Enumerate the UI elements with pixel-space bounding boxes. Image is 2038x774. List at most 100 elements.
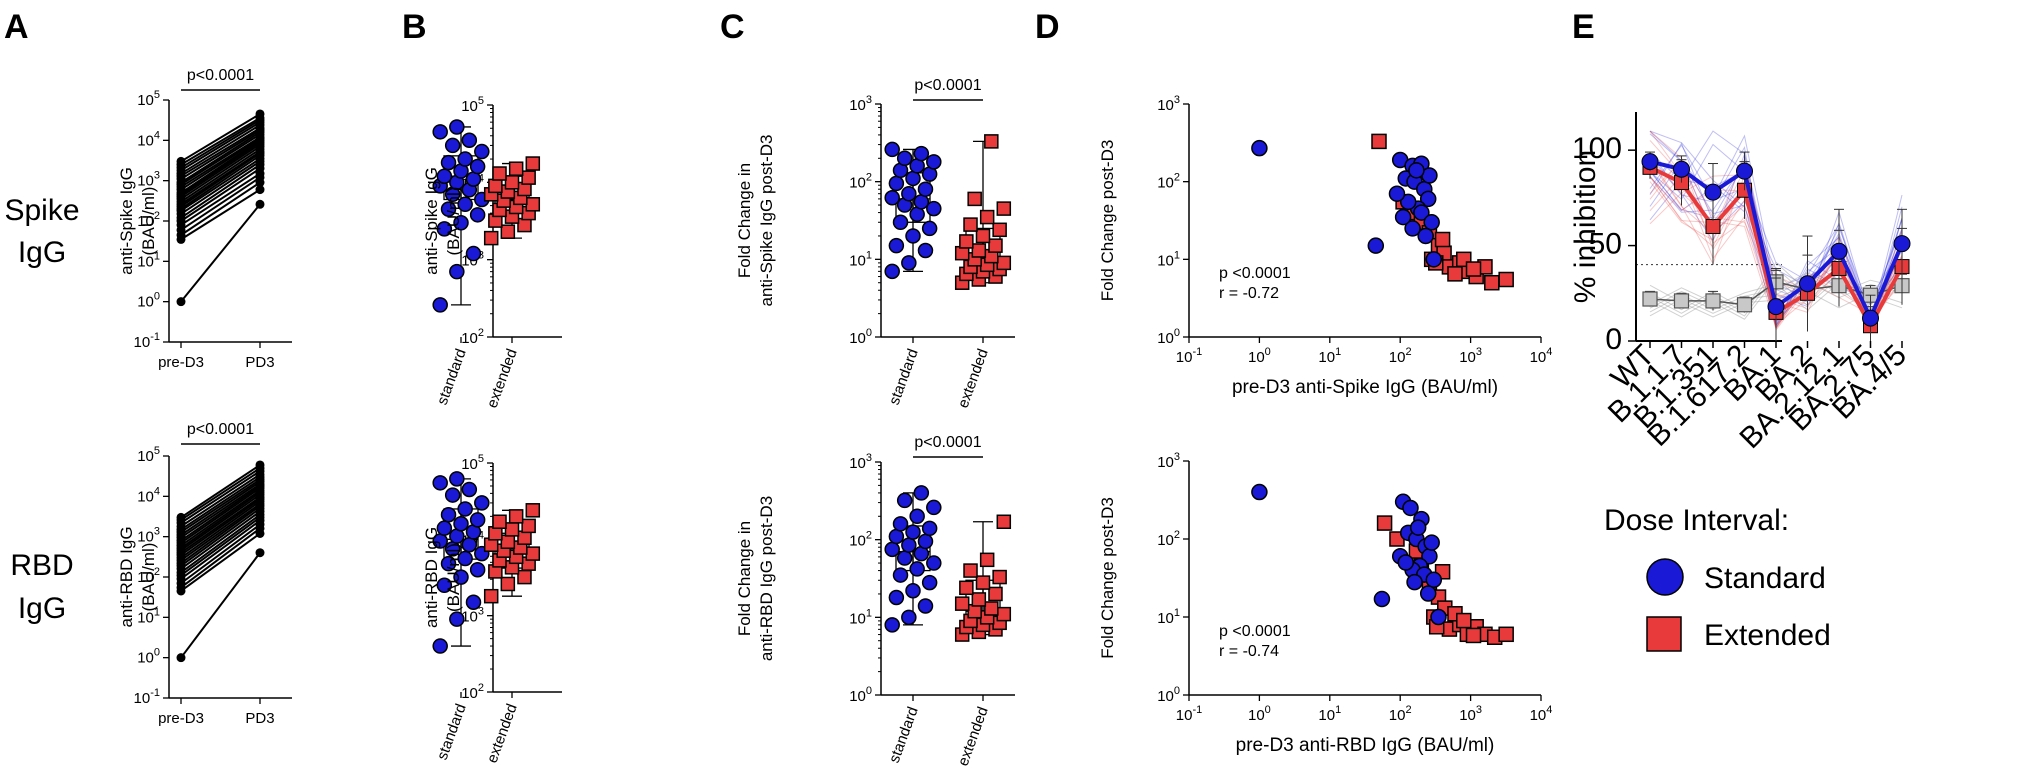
c-rbd-extended-point — [954, 596, 970, 611]
d-rbd-ytick-label-1: 102 — [1157, 529, 1180, 549]
b-rbd-standard-point — [449, 471, 465, 487]
c-rbd-standard-point — [905, 524, 921, 540]
c-rbd-ylabel-line1: Fold Change in — [735, 521, 754, 636]
b-rbd-standard-point — [440, 555, 457, 572]
c-rbd-extended-point — [992, 569, 1007, 585]
c-spike-ytick-label-3: 100 — [849, 327, 872, 347]
b-spike-extended-point — [492, 166, 507, 181]
c-spike-standard-point — [917, 242, 934, 259]
a-rbd-ytick-label-3: 102 — [137, 566, 160, 586]
b-spike-standard-point — [436, 221, 453, 237]
e-control-point — [1705, 293, 1721, 309]
c-rbd-standard-point — [888, 528, 905, 545]
a-rbd-ytick-label-1: 104 — [137, 485, 160, 505]
a-spike-pair-line — [180, 119, 261, 169]
a-rbd-pair-line — [180, 491, 261, 549]
d-spike-ytick-label-2: 101 — [1157, 249, 1180, 269]
b-rbd-standard-point — [440, 506, 457, 523]
c-rbd-p-value: p<0.0001 — [914, 434, 981, 451]
b-spike-ylabel-line1: anti-Spike IgG — [422, 167, 441, 275]
a-spike-ylabel-line2: (BAU/ml) — [139, 187, 158, 256]
d-spike-stat-p: p <0.0001 — [1219, 265, 1291, 282]
c-rbd-standard-point — [921, 574, 938, 591]
d-rbd-stat-r: r = -0.74 — [1219, 643, 1279, 660]
b-rbd-standard-point — [457, 501, 473, 517]
a-rbd-ylabel-line1: anti-RBD IgG — [117, 526, 136, 627]
c-spike-xtick-label-0: standard — [886, 347, 922, 408]
c-rbd-extended-point — [988, 586, 1003, 602]
panel-label-b: B — [402, 8, 427, 46]
a-rbd-pair-line — [180, 500, 261, 559]
a-rbd-pair-line — [180, 476, 261, 531]
e-extended-point — [1705, 219, 1721, 234]
c-spike-standard-point — [901, 255, 917, 271]
b-spike-extended-point — [504, 175, 520, 190]
a-rbd-pair-line — [180, 496, 261, 554]
a-spike-pair-line — [180, 181, 261, 236]
a-rbd-pair-line — [180, 483, 261, 539]
b-spike-ylabel-line2: (BAU/ml) — [444, 187, 463, 256]
row-label-spike-line1: Spike — [4, 194, 79, 227]
b-spike-standard-point — [432, 297, 448, 313]
c-rbd-standard-point — [909, 561, 925, 577]
b-rbd-extended-point — [500, 534, 516, 549]
a-spike-pair-line — [180, 203, 261, 303]
b-spike-extended-point — [508, 161, 524, 176]
b-rbd-extended-point — [525, 546, 541, 561]
b-spike-standard-point — [469, 207, 486, 223]
legend-standard-marker — [1646, 558, 1684, 596]
a-spike-pair-line — [180, 117, 261, 166]
b-spike-standard-point — [449, 263, 465, 280]
d-rbd-ytick-label-0: 103 — [1157, 451, 1180, 471]
e-standard-point — [1767, 298, 1785, 316]
d-rbd-standard-point — [1402, 499, 1419, 517]
d-spike-xtick-label-2: 101 — [1318, 346, 1341, 366]
b-spike-standard-point — [436, 168, 453, 184]
b-spike-standard-point — [457, 196, 473, 213]
b-rbd-ylabel-line2: (BAU/ml) — [444, 543, 463, 612]
d-rbd-xtick-label-4: 103 — [1459, 704, 1482, 724]
b-rbd-extended-point — [500, 576, 516, 592]
d-spike-stat-r: r = -0.72 — [1219, 285, 1279, 302]
a-rbd-ylabel-line2: (BAU/ml) — [139, 543, 158, 612]
b-rbd-ytick-label-0: 105 — [461, 453, 484, 473]
b-spike-extended-point — [500, 224, 516, 239]
a-spike-post-point — [255, 185, 265, 195]
c-spike-ylabel-line1: Fold Change in — [735, 163, 754, 278]
c-rbd-standard-point — [913, 485, 930, 501]
c-rbd-standard-point — [909, 508, 925, 525]
c-spike-p-value: p<0.0001 — [914, 77, 981, 94]
c-spike-standard-point — [905, 170, 921, 187]
a-spike-ylabel-line1: anti-Spike IgG — [117, 167, 136, 275]
row-label-rbd-line2: IgG — [18, 592, 66, 625]
c-spike-ytick-label-1: 102 — [849, 172, 872, 192]
c-rbd-standard-point — [901, 609, 917, 626]
a-spike-pair-line — [180, 121, 261, 172]
legend: Dose Interval: Standard Extended — [1604, 504, 1831, 652]
e-control-point — [1673, 293, 1690, 309]
b-spike-extended-point — [521, 170, 536, 185]
a-spike-pair-line — [180, 145, 261, 200]
c-spike-ylabel-line2: anti-Spike IgG post-D3 — [757, 135, 776, 307]
b-rbd-ytick-label-3: 102 — [461, 682, 484, 702]
a-spike-pair-line — [180, 167, 261, 222]
legend-extended-label: Extended — [1704, 619, 1831, 652]
a-rbd-ytick-label-2: 103 — [137, 526, 160, 546]
b-rbd-standard-point — [474, 495, 490, 511]
a-rbd-pair-line — [180, 552, 261, 659]
b-rbd-standard-point — [436, 577, 453, 594]
row-label-spike-line2: IgG — [18, 236, 66, 269]
a-rbd-pair-line — [180, 464, 261, 519]
d-spike-xtick-label-0: 10-1 — [1176, 346, 1202, 366]
b-rbd-extended-point — [521, 518, 536, 534]
a-spike-pair-line — [180, 150, 261, 206]
a-rbd-post-point — [255, 548, 265, 558]
d-spike-ytick-label-0: 103 — [1157, 94, 1180, 114]
d-rbd-xtick-label-1: 100 — [1248, 704, 1271, 724]
b-spike-extended-point — [525, 156, 541, 171]
d-spike-standard-point — [1404, 220, 1421, 237]
a-spike-ytick-label-1: 104 — [137, 129, 160, 149]
c-rbd-standard-point — [905, 582, 921, 599]
d-spike-ytick-label-1: 102 — [1157, 172, 1180, 192]
